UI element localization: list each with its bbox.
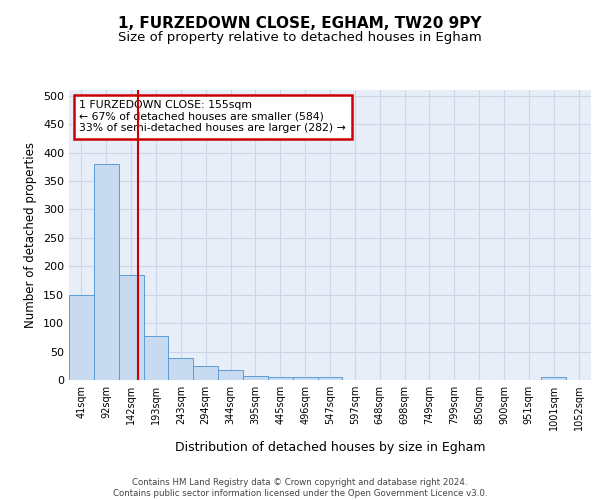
Bar bbox=[94, 164, 119, 380]
Bar bbox=[268, 377, 293, 380]
Bar bbox=[193, 366, 218, 380]
Bar bbox=[143, 336, 169, 380]
X-axis label: Distribution of detached houses by size in Egham: Distribution of detached houses by size … bbox=[175, 442, 485, 454]
Bar bbox=[317, 377, 343, 380]
Text: 1, FURZEDOWN CLOSE, EGHAM, TW20 9PY: 1, FURZEDOWN CLOSE, EGHAM, TW20 9PY bbox=[118, 16, 482, 31]
Bar bbox=[119, 275, 143, 380]
Bar bbox=[169, 358, 193, 380]
Text: 1 FURZEDOWN CLOSE: 155sqm
← 67% of detached houses are smaller (584)
33% of semi: 1 FURZEDOWN CLOSE: 155sqm ← 67% of detac… bbox=[79, 100, 346, 134]
Y-axis label: Number of detached properties: Number of detached properties bbox=[25, 142, 37, 328]
Bar bbox=[541, 377, 566, 380]
Bar bbox=[69, 294, 94, 380]
Bar bbox=[218, 370, 243, 380]
Text: Size of property relative to detached houses in Egham: Size of property relative to detached ho… bbox=[118, 31, 482, 44]
Text: Contains HM Land Registry data © Crown copyright and database right 2024.
Contai: Contains HM Land Registry data © Crown c… bbox=[113, 478, 487, 498]
Bar bbox=[293, 377, 317, 380]
Bar bbox=[243, 376, 268, 380]
